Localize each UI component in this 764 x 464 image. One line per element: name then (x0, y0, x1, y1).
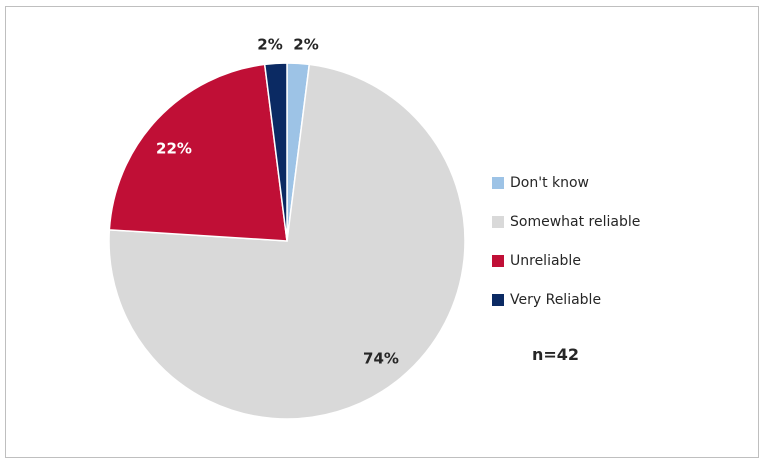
chart-frame: 2% 74% 22% 2% Don't know Somewhat reliable Un… (5, 6, 759, 458)
data-label-don-t-know: 2% (293, 36, 318, 54)
pie-slices (108, 62, 466, 420)
data-label-unreliable: 22% (156, 140, 192, 158)
legend-label: Very Reliable (510, 292, 602, 308)
legend-swatch (492, 294, 504, 306)
legend-item-unreliable: Unreliable (492, 253, 640, 269)
legend-swatch (492, 216, 504, 228)
legend-item-very-reliable: Very Reliable (492, 292, 640, 308)
legend-label: Unreliable (510, 253, 581, 269)
legend-item-don-t-know: Don't know (492, 175, 640, 191)
data-label-somewhat-reliable: 74% (363, 350, 399, 368)
legend: Don't know Somewhat reliable Unreliable Ver… (492, 175, 640, 331)
legend-label: Don't know (510, 175, 590, 191)
legend-swatch (492, 255, 504, 267)
pie-data-labels: 2% 74% 22% 2% (156, 36, 399, 368)
legend-label: Somewhat reliable (510, 214, 641, 230)
legend-item-somewhat-reliable: Somewhat reliable (492, 214, 640, 230)
data-label-very-reliable: 2% (257, 36, 282, 54)
legend-swatch (492, 177, 504, 189)
pie-slice-very-reliable (263, 62, 288, 242)
sample-size-annotation: n=42 (532, 345, 580, 364)
pie-chart: 2% 74% 22% 2% (108, 36, 466, 420)
pie-slice-unreliable (108, 63, 288, 242)
